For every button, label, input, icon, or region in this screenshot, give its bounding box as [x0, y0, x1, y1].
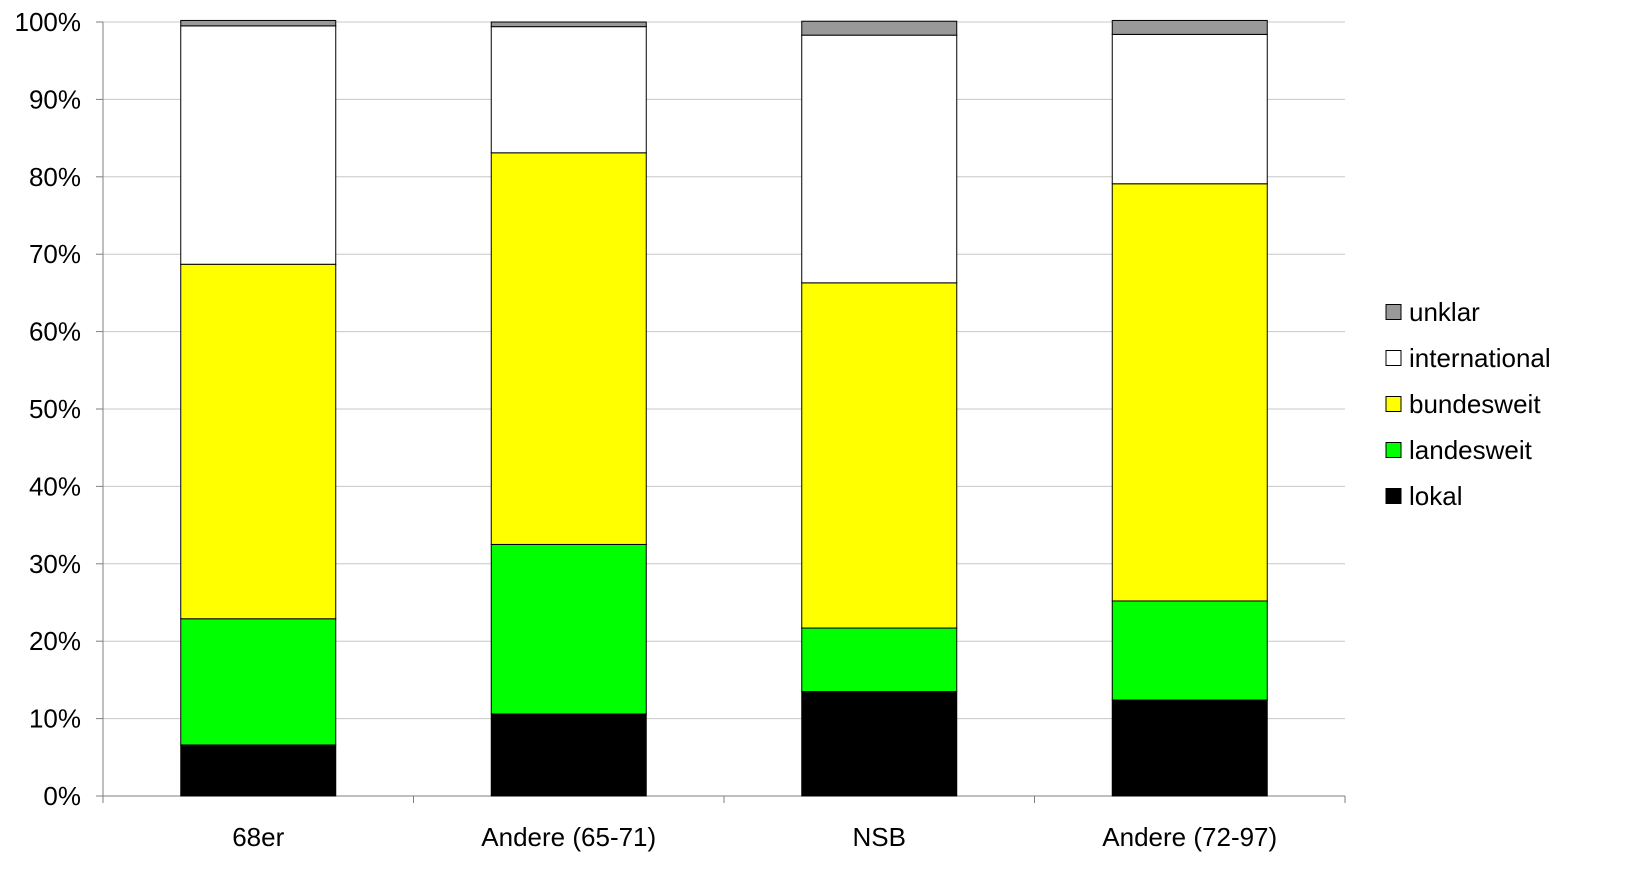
bar-segment-lokal [490, 713, 647, 797]
bar-segment-bundesweit [490, 152, 647, 545]
bar-segment-international [1111, 33, 1268, 185]
x-tick-labels: 68er Andere (65-71) NSB Andere (72-97) [232, 822, 1277, 852]
bar-segment-international [490, 26, 647, 154]
legend-label-international: international [1409, 343, 1551, 373]
bar-segment-landesweit [490, 543, 647, 715]
legend-label-landesweit: landesweit [1409, 435, 1533, 465]
legend-swatch-bundesweit [1385, 396, 1402, 412]
bar-segment-lokal [801, 691, 958, 797]
bars [180, 19, 1268, 797]
x-tick-label: Andere (72-97) [1102, 822, 1277, 852]
bar-segment-lokal [1111, 699, 1268, 797]
y-tick-label: 70% [29, 239, 81, 269]
bar-segment-unklar [801, 20, 958, 36]
y-tick-label: 90% [29, 84, 81, 114]
y-tick-label: 100% [15, 7, 82, 37]
bar-segment-lokal [180, 744, 337, 797]
y-tick-labels: 0% 10% 20% 30% 40% 50% 60% 70% 80% 90% 100% [15, 7, 82, 811]
bar-segment-bundesweit [1111, 183, 1268, 602]
bar-segment-unklar [180, 19, 337, 27]
bar-segment-bundesweit [180, 263, 337, 620]
legend-swatch-international [1385, 350, 1402, 366]
x-tick-label: 68er [232, 822, 284, 852]
legend-swatch-lokal [1385, 488, 1402, 504]
bar-segment-international [180, 25, 337, 265]
x-tick-label: Andere (65-71) [481, 822, 656, 852]
legend-swatch-unklar [1385, 304, 1402, 320]
legend-swatch-landesweit [1385, 442, 1402, 458]
legend-label-unklar: unklar [1409, 297, 1480, 327]
legend-label-bundesweit: bundesweit [1409, 389, 1541, 419]
legend: unklar international bundesweit landesweit l… [1385, 297, 1551, 511]
bar-segment-unklar [1111, 19, 1268, 35]
y-tick-label: 60% [29, 317, 81, 347]
bar-segment-landesweit [801, 627, 958, 693]
legend-label-lokal: lokal [1409, 481, 1462, 511]
y-tick-label: 10% [29, 704, 81, 734]
x-tick-label: NSB [853, 822, 906, 852]
y-tick-label: 30% [29, 549, 81, 579]
bar-segment-bundesweit [801, 282, 958, 629]
bar-segment-landesweit [180, 618, 337, 746]
y-tick-label: 80% [29, 162, 81, 192]
bar-segment-unklar [490, 21, 647, 28]
bar-segment-landesweit [1111, 600, 1268, 701]
y-tick-label: 20% [29, 626, 81, 656]
y-tick-label: 0% [43, 781, 81, 811]
bar-segment-international [801, 34, 958, 284]
y-tick-label: 50% [29, 394, 81, 424]
y-tick-label: 40% [29, 471, 81, 501]
